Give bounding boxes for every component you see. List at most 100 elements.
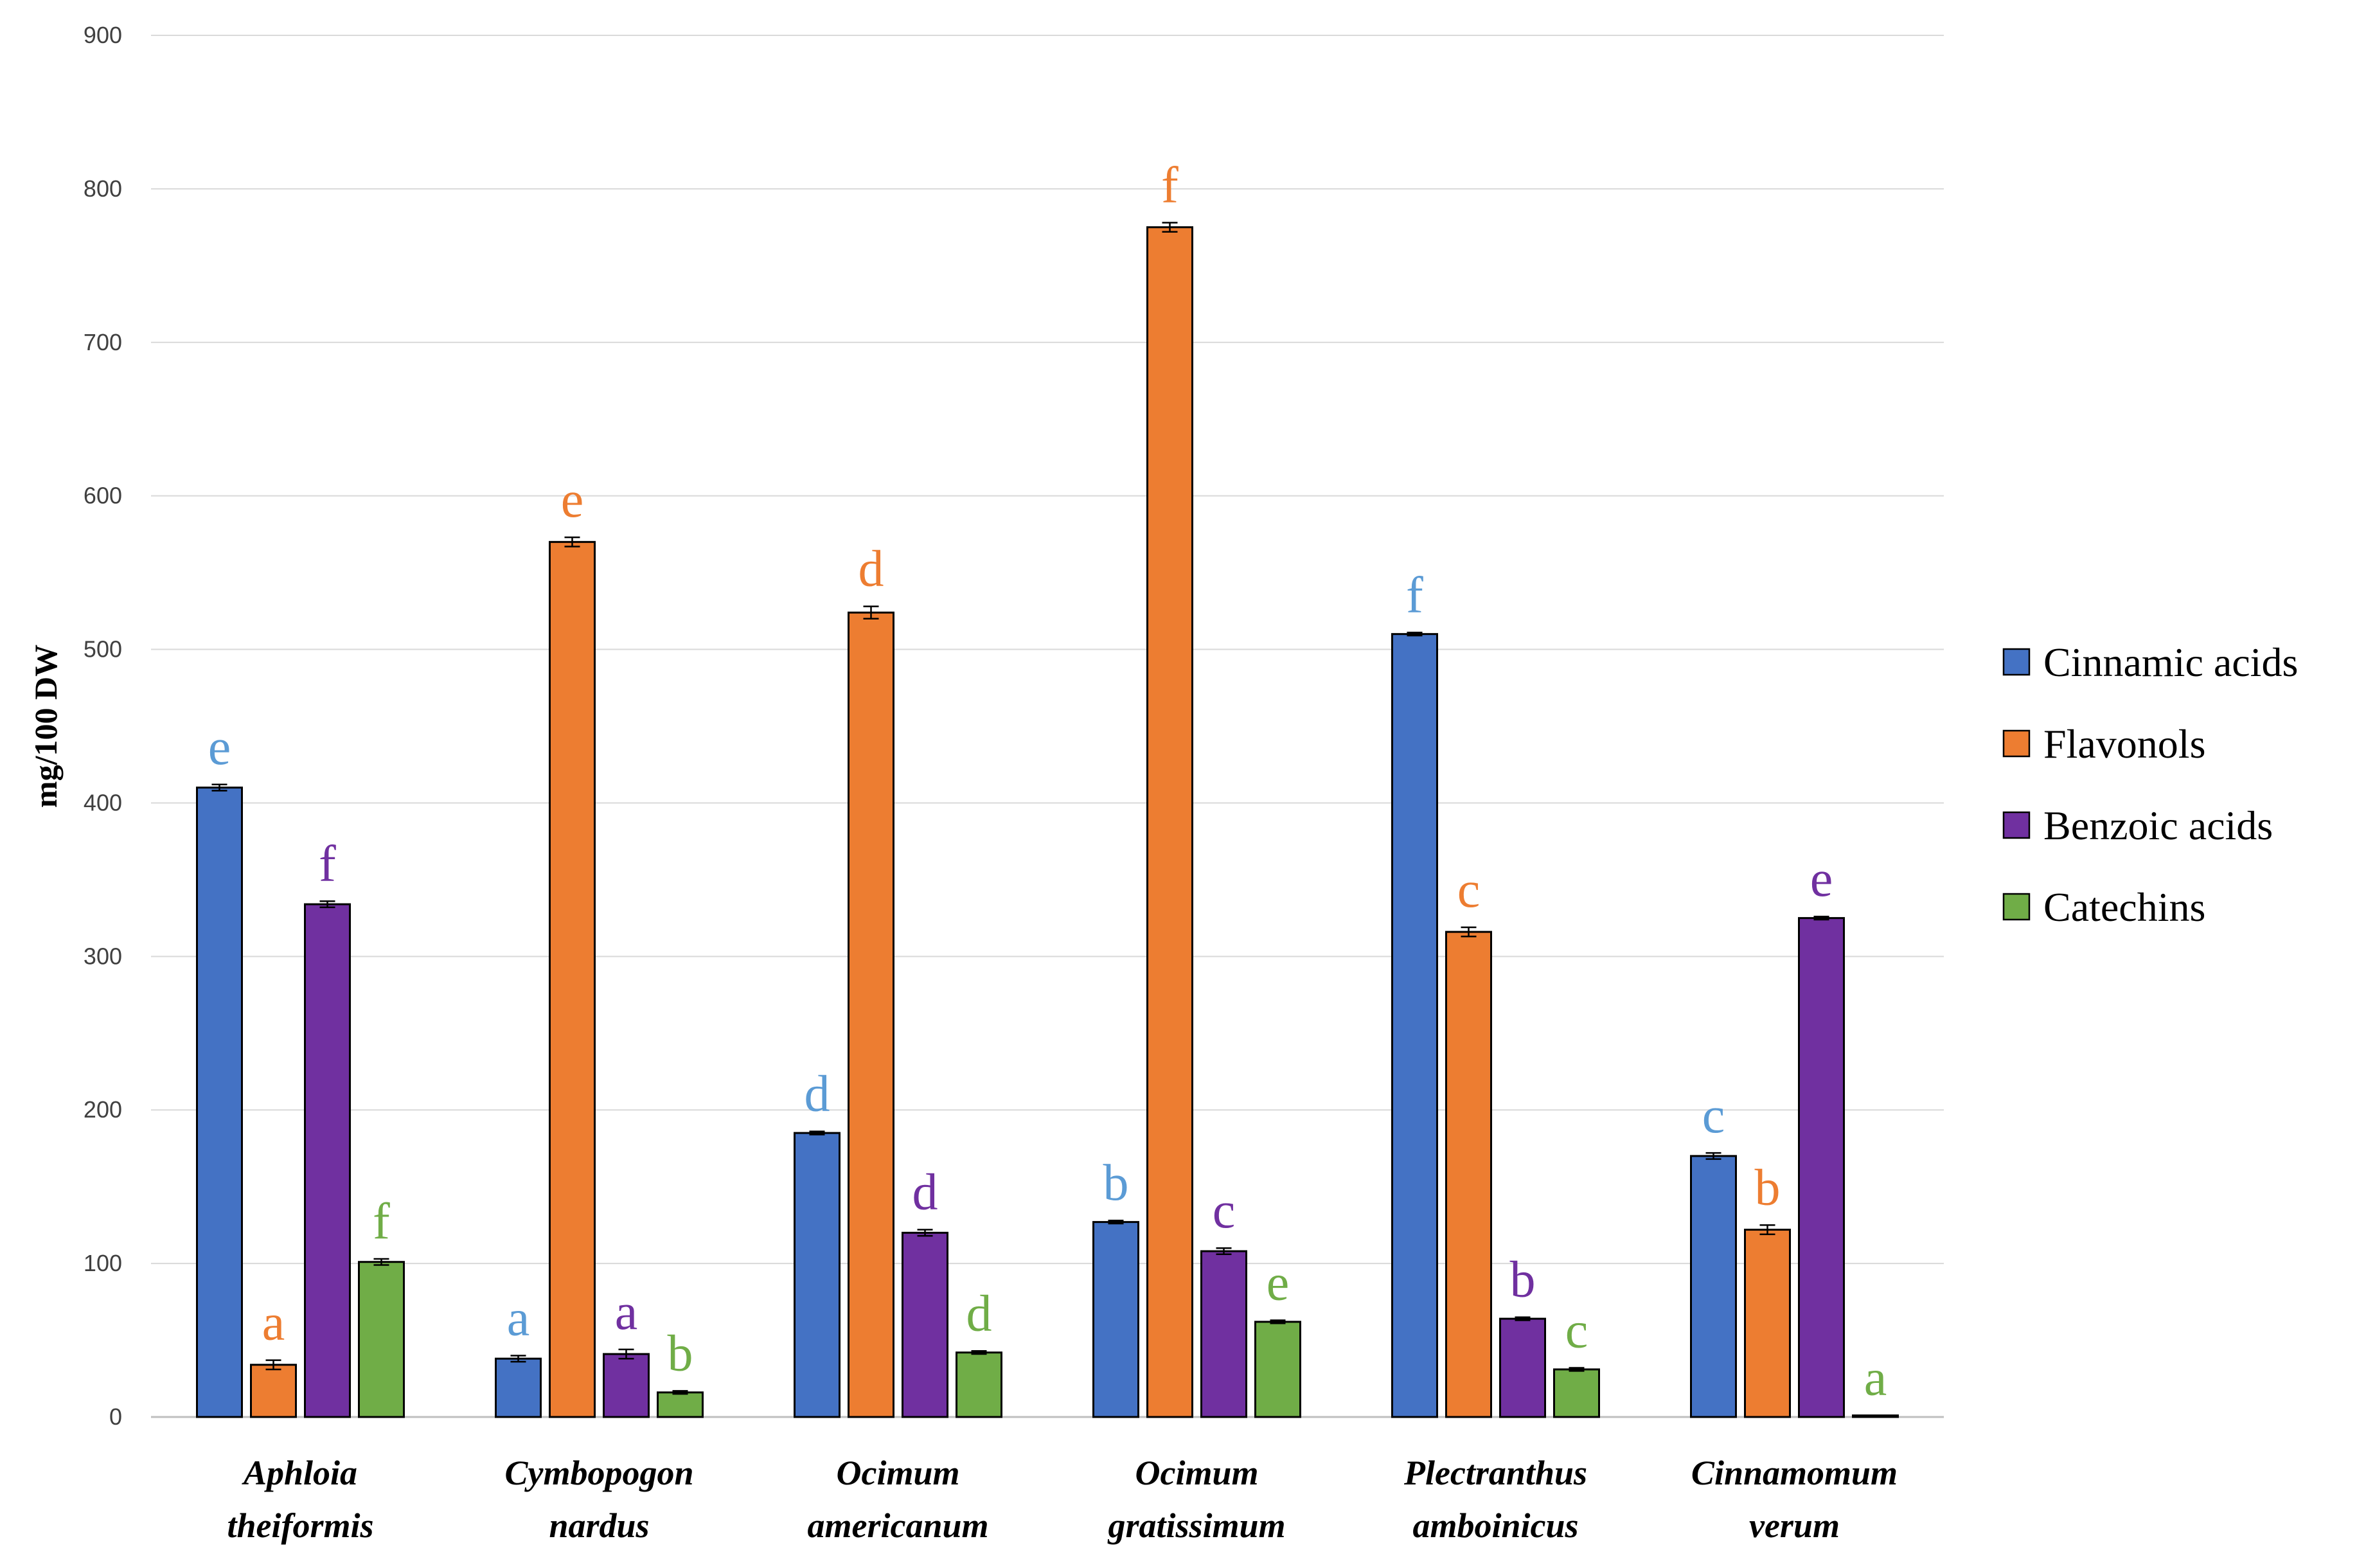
error-bar-flavonols-0 (265, 1359, 281, 1371)
sig-letter-catechins-5: a (1864, 1350, 1887, 1407)
bar-catechins-2 (956, 1351, 1002, 1418)
error-bar-flavonols-3 (1162, 222, 1178, 233)
x-category-label-5-line-1: verum (1749, 1506, 1840, 1545)
sig-letter-cinnamic-acids-5: c (1702, 1087, 1725, 1144)
sig-letter-benzoic-acids-5: e (1810, 851, 1833, 907)
x-category-label-0-line-0: Aphloia (242, 1454, 357, 1492)
legend-swatch-catechins (2002, 893, 2031, 921)
error-bar-catechins-4 (1569, 1367, 1585, 1372)
error-bar-benzoic-acids-1 (618, 1348, 634, 1360)
sig-letter-cinnamic-acids-2: d (805, 1066, 830, 1123)
legend-swatch-cinnamic-acids (2002, 648, 2031, 676)
sig-letter-cinnamic-acids-0: e (208, 719, 231, 776)
y-tick-label-500: 500 (84, 636, 122, 663)
bar-flavonols-4 (1445, 931, 1492, 1418)
error-bar-cinnamic-acids-0 (211, 783, 227, 792)
x-category-label-3-line-1: gratissimum (1107, 1506, 1285, 1545)
error-bar-cinnamic-acids-4 (1407, 632, 1423, 637)
legend: Cinnamic acids Flavonols Benzoic acids Cate… (2002, 639, 2298, 930)
y-axis-label: mg/100 DW (28, 645, 64, 808)
y-tick-label-700: 700 (84, 329, 122, 355)
sig-letter-flavonols-3: f (1161, 157, 1179, 213)
y-axis-ticks: 0 100 200 300 400 500 600 700 800 900 (84, 22, 122, 1430)
sig-letter-catechins-2: d (966, 1285, 992, 1342)
legend-label-cinnamic-acids: Cinnamic acids (2043, 639, 2298, 685)
error-bar-benzoic-acids-0 (319, 900, 335, 909)
sig-letter-benzoic-acids-2: d (912, 1164, 938, 1221)
sig-letter-cinnamic-acids-1: a (507, 1290, 530, 1346)
x-axis-categories: Aphloia theiformis Cymbopogon nardus Ocimum a… (227, 1454, 1898, 1545)
error-bar-benzoic-acids-4 (1515, 1316, 1531, 1321)
bar-cinnamic-acids-2 (794, 1132, 841, 1418)
error-bar-flavonols-4 (1461, 926, 1477, 938)
bar-flavonols-0 (250, 1364, 297, 1418)
error-bar-catechins-0 (373, 1258, 389, 1266)
bar-catechins-3 (1254, 1321, 1301, 1418)
sig-letter-benzoic-acids-4: b (1510, 1252, 1536, 1308)
bar-cinnamic-acids-1 (495, 1357, 542, 1418)
bar-flavonols-5 (1744, 1229, 1791, 1418)
bar-benzoic-acids-3 (1200, 1250, 1247, 1418)
bar-benzoic-acids-5 (1798, 917, 1845, 1418)
x-category-label-5-line-0: Cinnamomum (1691, 1454, 1898, 1492)
legend-swatch-flavonols (2002, 729, 2031, 758)
sig-letter-flavonols-2: d (858, 541, 884, 598)
error-bar-catechins-1 (672, 1390, 688, 1395)
bar-benzoic-acids-4 (1499, 1317, 1546, 1418)
bars (196, 226, 1899, 1418)
x-category-label-1-line-1: nardus (549, 1506, 649, 1545)
error-bar-catechins-3 (1270, 1319, 1286, 1324)
sig-letter-flavonols-5: b (1755, 1159, 1781, 1216)
x-category-label-4-line-1: amboinicus (1412, 1506, 1578, 1545)
bar-benzoic-acids-2 (902, 1231, 948, 1418)
sig-letter-benzoic-acids-0: f (319, 835, 336, 892)
bar-benzoic-acids-0 (304, 903, 351, 1418)
y-tick-label-0: 0 (109, 1403, 122, 1430)
y-tick-label-400: 400 (84, 789, 122, 815)
legend-label-benzoic-acids: Benzoic acids (2043, 803, 2273, 848)
legend-label-flavonols: Flavonols (2043, 721, 2205, 767)
x-category-label-0-line-1: theiformis (227, 1506, 373, 1545)
sig-letter-catechins-4: c (1565, 1303, 1588, 1359)
sig-letter-benzoic-acids-3: c (1213, 1182, 1236, 1239)
bar-catechins-0 (358, 1261, 405, 1418)
sig-letter-catechins-3: e (1267, 1255, 1290, 1312)
bar-flavonols-3 (1146, 226, 1193, 1418)
x-category-label-2-line-0: Ocimum (836, 1454, 959, 1492)
sig-letter-flavonols-1: e (561, 472, 584, 528)
y-tick-label-900: 900 (84, 22, 122, 48)
error-bars (211, 222, 1829, 1395)
error-bar-cinnamic-acids-1 (510, 1355, 526, 1363)
bar-flavonols-1 (549, 540, 596, 1418)
sig-letter-flavonols-4: c (1457, 862, 1481, 918)
sig-letter-flavonols-0: a (262, 1295, 285, 1351)
legend-swatch-benzoic-acids (2002, 811, 2031, 839)
bar-catechins-4 (1553, 1368, 1600, 1418)
error-bar-flavonols-1 (564, 536, 580, 548)
sig-letter-catechins-0: f (373, 1193, 390, 1250)
y-tick-label-100: 100 (84, 1250, 122, 1276)
bar-benzoic-acids-1 (603, 1353, 650, 1418)
error-bar-cinnamic-acids-2 (809, 1130, 825, 1136)
error-bar-cinnamic-acids-3 (1108, 1219, 1124, 1225)
bar-cinnamic-acids-3 (1092, 1221, 1139, 1418)
bar-catechins-5 (1852, 1414, 1899, 1418)
y-tick-label-300: 300 (84, 943, 122, 969)
bar-catechins-1 (657, 1391, 704, 1418)
bar-cinnamic-acids-5 (1690, 1155, 1737, 1418)
bar-cinnamic-acids-4 (1391, 633, 1438, 1418)
error-bar-benzoic-acids-3 (1216, 1247, 1232, 1256)
sig-letter-catechins-1: b (668, 1325, 693, 1382)
error-bar-benzoic-acids-2 (917, 1229, 933, 1237)
x-category-label-2-line-1: americanum (807, 1506, 988, 1545)
gridlines (151, 35, 1944, 1418)
sig-letter-cinnamic-acids-4: f (1406, 567, 1423, 623)
bar-flavonols-2 (848, 611, 894, 1418)
y-tick-label-600: 600 (84, 483, 122, 509)
y-tick-label-200: 200 (84, 1096, 122, 1123)
error-bar-flavonols-2 (863, 605, 879, 620)
x-category-label-4-line-0: Plectranthus (1403, 1454, 1587, 1492)
